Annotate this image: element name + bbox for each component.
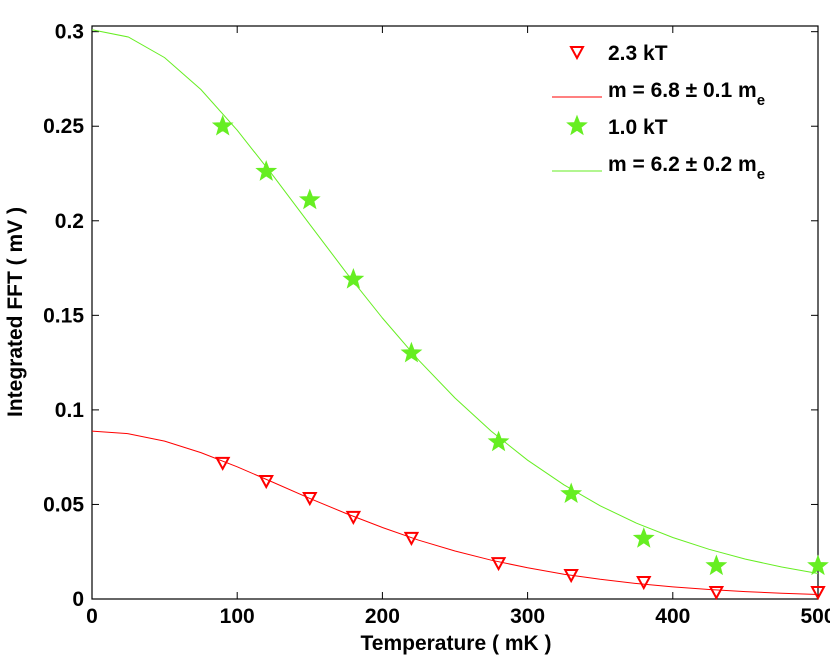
star-marker: [255, 160, 278, 181]
triangle-marker: [708, 586, 725, 601]
x-tick-label: 200: [365, 605, 400, 628]
triangle-marker: [258, 474, 274, 490]
triangle-marker: [569, 46, 585, 61]
triangle-marker: [302, 492, 318, 507]
y-tick-label: 0.1: [55, 399, 85, 422]
x-tick-label: 0: [86, 605, 98, 628]
triangle-marker: [810, 586, 826, 601]
triangle-marker: [636, 575, 652, 591]
fit-line: [91, 430, 819, 595]
y-tick-label: 0.2: [55, 210, 84, 233]
x-tick-label: 100: [220, 605, 255, 628]
legend-text: 1.0 kT: [608, 116, 668, 139]
y-tick-label: 0.05: [43, 493, 84, 516]
x-tick-label: 400: [655, 605, 690, 628]
y-tick-label: 0: [72, 588, 84, 611]
triangle-marker: [403, 531, 420, 547]
star-marker: [487, 430, 510, 452]
plot-frame: [91, 25, 819, 600]
legend-text: m = 6.2 ± 0.2 m: [608, 153, 757, 176]
star-marker: [705, 554, 728, 576]
legend-subscript: e: [757, 166, 765, 183]
legend-label: 2.3 kT: [608, 42, 668, 65]
triangle-marker: [490, 557, 507, 572]
x-axis-label: Temperature ( mK ): [361, 632, 552, 655]
star-marker: [560, 482, 583, 504]
star-marker: [566, 114, 588, 136]
legend-text: m = 6.8 ± 0.1 m: [608, 79, 757, 102]
star-marker: [632, 527, 655, 548]
x-tick-label: 500: [800, 605, 830, 628]
legend-label: m = 6.8 ± 0.1 me: [608, 79, 765, 109]
legend-label: 1.0 kT: [608, 116, 668, 139]
y-axis-label: Integrated FFT ( mV ): [4, 207, 27, 417]
star-marker: [807, 554, 829, 576]
y-tick-label: 0.3: [55, 21, 84, 44]
y-tick-label: 0.25: [43, 115, 84, 138]
triangle-marker: [214, 456, 231, 471]
star-marker: [298, 188, 321, 210]
legend-label: m = 6.2 ± 0.2 me: [608, 153, 765, 183]
x-tick-label: 300: [510, 605, 545, 628]
fit-line: [91, 29, 819, 574]
star-marker: [211, 114, 234, 136]
star-marker: [342, 267, 365, 289]
legend-subscript: e: [757, 92, 765, 109]
legend-text: 2.3 kT: [608, 42, 668, 65]
y-tick-label: 0.15: [43, 304, 84, 327]
